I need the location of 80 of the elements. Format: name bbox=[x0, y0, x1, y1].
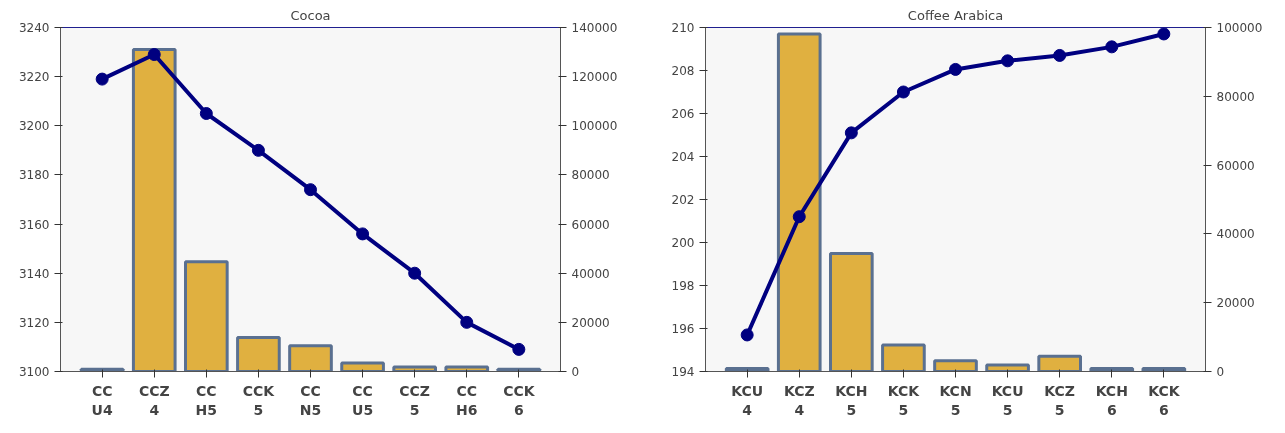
y-tick-label: 210 bbox=[671, 21, 695, 35]
x-tick-label: CC H6 bbox=[456, 382, 478, 418]
y-tick-label: 194 bbox=[671, 365, 695, 379]
y2-tick-label: 40000 bbox=[1216, 227, 1255, 242]
chart-title: Coffee Arabica bbox=[907, 7, 1004, 23]
x-tick-label: CCK 6 bbox=[503, 382, 536, 418]
bar bbox=[1037, 354, 1082, 372]
y2-tick-label: 60000 bbox=[1216, 158, 1255, 173]
y2-tick-label: 0 bbox=[1216, 365, 1225, 379]
bar bbox=[829, 252, 874, 372]
x-tick-label: KCZ 5 bbox=[1044, 382, 1075, 418]
point bbox=[147, 48, 161, 62]
point bbox=[408, 266, 422, 280]
x-tick-label: CC H5 bbox=[195, 382, 218, 418]
x-tick-label: KCU 4 bbox=[731, 382, 764, 418]
y-tick-label: 3120 bbox=[18, 315, 50, 330]
point bbox=[356, 227, 370, 241]
x-tick-label: CCZ 4 bbox=[138, 382, 170, 418]
y2-tick-label: 80000 bbox=[1216, 89, 1255, 104]
y-tick-label: 3160 bbox=[18, 217, 50, 232]
x-tick-label: KCU 5 bbox=[991, 382, 1024, 418]
x-tick-label: KCN 5 bbox=[939, 382, 972, 418]
point bbox=[95, 72, 109, 86]
y2-tick-label: 0 bbox=[571, 365, 580, 379]
x-tick-label: KCZ 4 bbox=[783, 382, 815, 418]
point bbox=[1105, 40, 1119, 54]
point bbox=[199, 107, 213, 120]
x-tick-label: CCZ 5 bbox=[399, 382, 431, 418]
y-tick-label: 196 bbox=[671, 322, 695, 336]
point bbox=[740, 328, 754, 342]
y-tick-label: 3140 bbox=[18, 266, 50, 281]
bar bbox=[933, 359, 978, 372]
point bbox=[792, 210, 806, 224]
point bbox=[512, 342, 526, 356]
bar bbox=[184, 260, 229, 372]
y2-tick-label: 80000 bbox=[571, 168, 610, 183]
bar bbox=[340, 361, 385, 372]
y-tick-label: 204 bbox=[671, 150, 695, 164]
y2-tick-label: 100000 bbox=[1216, 21, 1263, 35]
bar bbox=[985, 363, 1030, 372]
point bbox=[1001, 54, 1015, 68]
y-tick-label: 208 bbox=[671, 64, 695, 78]
y2-tick-label: 60000 bbox=[571, 217, 610, 232]
y2-tick-label: 100000 bbox=[571, 119, 618, 134]
y-tick-label: 3220 bbox=[18, 70, 50, 85]
y-tick-label: 3240 bbox=[18, 21, 50, 35]
y-tick-label: 3180 bbox=[18, 168, 50, 183]
point bbox=[251, 143, 265, 157]
x-tick-label: CCK 5 bbox=[242, 382, 276, 418]
y2-tick-label: 120000 bbox=[571, 70, 618, 85]
y-tick-label: 202 bbox=[671, 193, 695, 207]
point bbox=[1053, 48, 1067, 62]
bar bbox=[236, 336, 281, 372]
point bbox=[949, 62, 962, 76]
y-tick-label: 198 bbox=[671, 279, 695, 293]
point bbox=[896, 85, 910, 99]
y2-tick-label: 140000 bbox=[571, 21, 618, 35]
chart-title: Cocoa bbox=[290, 7, 331, 23]
point bbox=[460, 315, 474, 329]
x-tick-label: CC U5 bbox=[352, 382, 374, 418]
y2-tick-label: 20000 bbox=[1216, 296, 1255, 311]
y2-tick-label: 40000 bbox=[571, 266, 610, 281]
bar bbox=[288, 344, 333, 372]
x-tick-label: KCK 6 bbox=[1148, 382, 1181, 418]
point bbox=[1157, 27, 1171, 41]
bar bbox=[881, 343, 926, 372]
x-tick-label: CC U4 bbox=[91, 382, 113, 418]
point bbox=[304, 183, 317, 197]
x-tick-label: KCK 5 bbox=[887, 382, 921, 418]
x-tick-label: KCH 6 bbox=[1095, 382, 1128, 418]
x-tick-label: CC N5 bbox=[299, 382, 322, 418]
y-tick-label: 200 bbox=[671, 236, 695, 250]
y-tick-label: 3100 bbox=[18, 365, 50, 379]
x-tick-label: KCH 5 bbox=[835, 382, 868, 418]
bar bbox=[776, 32, 822, 372]
y-tick-label: 3200 bbox=[18, 119, 50, 134]
point bbox=[844, 126, 858, 140]
y-tick-label: 206 bbox=[671, 107, 695, 121]
bar bbox=[131, 48, 177, 372]
y2-tick-label: 20000 bbox=[571, 315, 610, 330]
